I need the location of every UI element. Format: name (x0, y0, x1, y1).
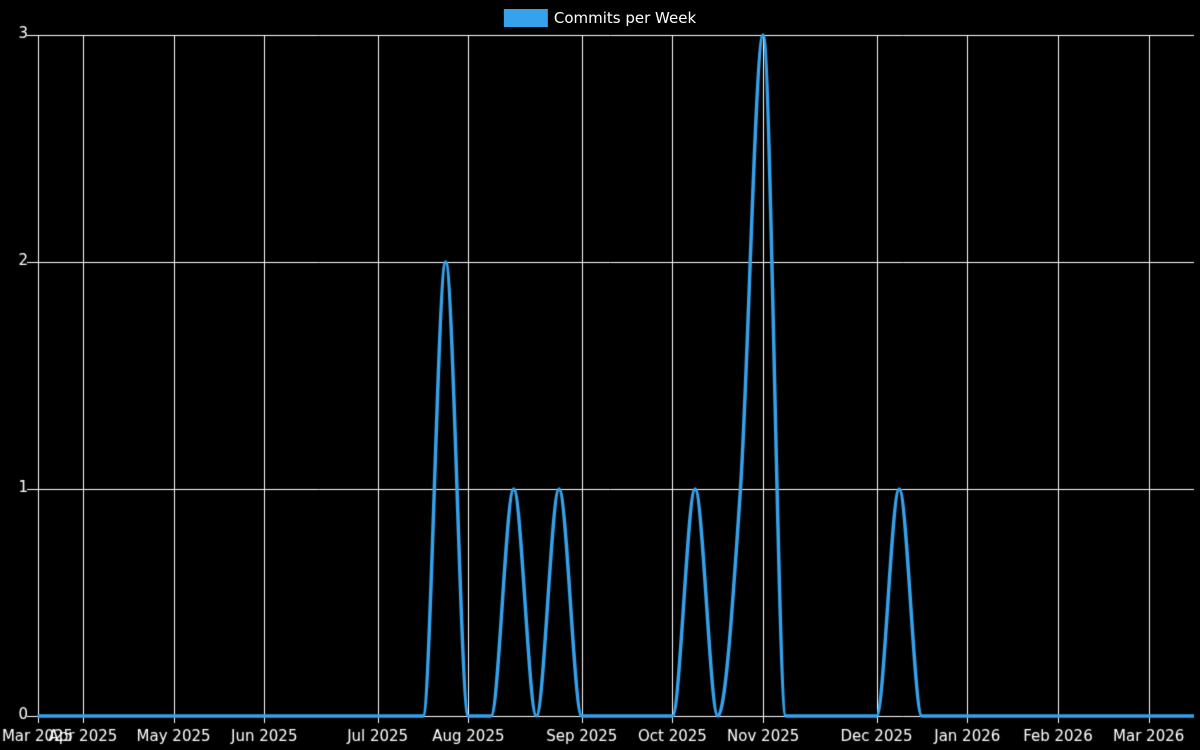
legend-label: Commits per Week (553, 9, 697, 27)
legend-swatch (503, 9, 548, 27)
chart-legend[interactable]: Commits per Week (503, 9, 697, 27)
